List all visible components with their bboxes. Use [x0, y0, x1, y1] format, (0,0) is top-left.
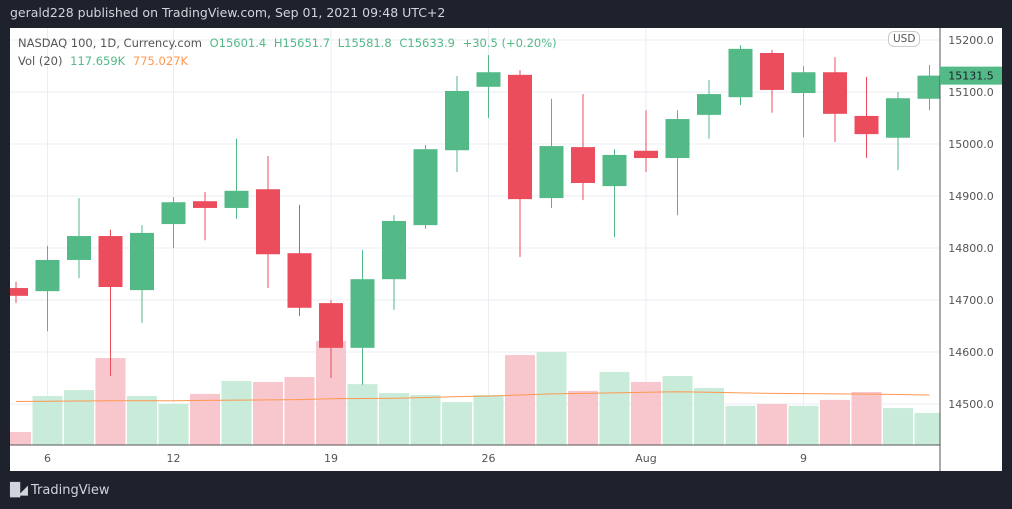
volume-bar	[568, 390, 598, 445]
volume-label[interactable]: Vol (20)	[18, 54, 63, 68]
volume-bar	[662, 375, 693, 445]
price-tick-label: 14800.0	[948, 242, 994, 255]
chart-legend: NASDAQ 100, 1D, Currency.com O15601.4 H1…	[18, 34, 561, 70]
volume-bar	[599, 371, 630, 445]
high-value: H15651.7	[273, 36, 331, 50]
candle-body	[382, 220, 406, 280]
candle-body	[130, 232, 154, 291]
footer-brand: █◢ TradingView	[10, 483, 110, 498]
volume-bar	[788, 405, 819, 445]
published-by-line: gerald228 published on TradingView.com, …	[10, 5, 446, 20]
candle-body	[287, 253, 312, 308]
close-value: C15633.9	[399, 36, 455, 50]
candle-body	[602, 154, 627, 187]
price-tick-label: 15000.0	[948, 138, 994, 151]
volume-bar	[851, 392, 882, 445]
low-value: L15581.8	[337, 36, 392, 50]
date-tick-label: 9	[800, 452, 807, 465]
volume-bar	[505, 355, 535, 445]
volume-bar	[536, 352, 567, 445]
candle-body	[10, 288, 28, 296]
tradingview-logo-icon: █◢	[10, 483, 28, 498]
volume-bar	[64, 390, 94, 445]
volume-bar	[221, 380, 252, 445]
candle-body	[886, 98, 910, 138]
volume-ma-line	[15, 391, 930, 403]
volume-bar	[694, 387, 724, 445]
volume-value: 117.659K	[70, 54, 126, 68]
open-value: O15601.4	[209, 36, 267, 50]
candle-body	[98, 236, 123, 287]
symbol-label[interactable]: NASDAQ 100, 1D, Currency.com	[18, 36, 202, 50]
candle-body	[760, 53, 784, 90]
candle-body	[728, 48, 753, 98]
candle-body	[67, 236, 91, 260]
volume-bar	[253, 381, 283, 445]
candle-body	[823, 72, 847, 114]
volume-bar	[725, 405, 756, 445]
price-tick-label: 14700.0	[948, 294, 994, 307]
plot-series-group	[10, 45, 940, 445]
currency-badge[interactable]: USD	[888, 31, 921, 47]
candle-body	[256, 189, 280, 255]
volume-bar	[914, 412, 940, 445]
price-tick-label: 14900.0	[948, 190, 994, 203]
volume-bar	[473, 395, 504, 445]
date-tick-label: 6	[44, 452, 51, 465]
volume-bar	[32, 396, 63, 445]
last-price-marker	[940, 66, 1002, 85]
volume-bar	[158, 403, 189, 445]
date-tick-label: Aug	[635, 452, 656, 465]
date-tick-label: 12	[167, 452, 181, 465]
volume-bar	[284, 377, 315, 445]
candle-body	[319, 303, 343, 348]
candle-body	[508, 74, 532, 200]
brand-name: TradingView	[31, 483, 110, 498]
volume-bar	[10, 431, 31, 445]
candle-body	[476, 72, 501, 87]
chart-area[interactable]: NASDAQ 100, 1D, Currency.com O15601.4 H1…	[10, 28, 1002, 471]
change-value: +30.5 (+0.20%)	[462, 36, 557, 50]
candle-body	[445, 90, 469, 151]
price-legend-row: NASDAQ 100, 1D, Currency.com O15601.4 H1…	[18, 34, 561, 52]
candle-body	[917, 75, 940, 99]
volume-bar	[127, 396, 157, 445]
candle-body	[413, 149, 438, 226]
volume-bar	[379, 393, 409, 445]
volume-bar	[410, 395, 441, 445]
candle-body	[665, 119, 690, 159]
volume-bar	[190, 393, 220, 445]
candle-body	[539, 146, 564, 199]
candle-body	[224, 190, 249, 208]
price-tick-label: 14500.0	[948, 398, 994, 411]
candle-body	[697, 94, 721, 115]
date-tick-label: 19	[324, 452, 338, 465]
candle-body	[35, 259, 60, 292]
candle-body	[571, 147, 595, 183]
price-tick-label: 15200.0	[948, 34, 994, 47]
candle-body	[193, 201, 217, 208]
last-price-label: 15131.5	[948, 70, 994, 83]
price-tick-label: 15100.0	[948, 86, 994, 99]
candle-body	[791, 72, 816, 94]
candle-body	[161, 202, 186, 225]
price-chart-svg[interactable]: 14500.0 14600.0 14700.0 14800.0 14900.0 15000…	[10, 28, 1002, 471]
volume-bar	[631, 381, 661, 445]
volume-bar	[347, 384, 378, 445]
candle-body	[634, 150, 658, 159]
volume-bar	[757, 403, 787, 445]
volume-bar	[883, 408, 913, 445]
volume-legend-row: Vol (20) 117.659K 775.027K	[18, 52, 561, 70]
price-tick-label: 14600.0	[948, 346, 994, 359]
volume-ma-value: 775.027K	[132, 54, 188, 68]
date-tick-label: 26	[482, 452, 496, 465]
candle-body	[854, 115, 879, 135]
candle-body	[350, 279, 375, 348]
volume-bar	[820, 399, 850, 445]
volume-bar	[442, 402, 472, 445]
